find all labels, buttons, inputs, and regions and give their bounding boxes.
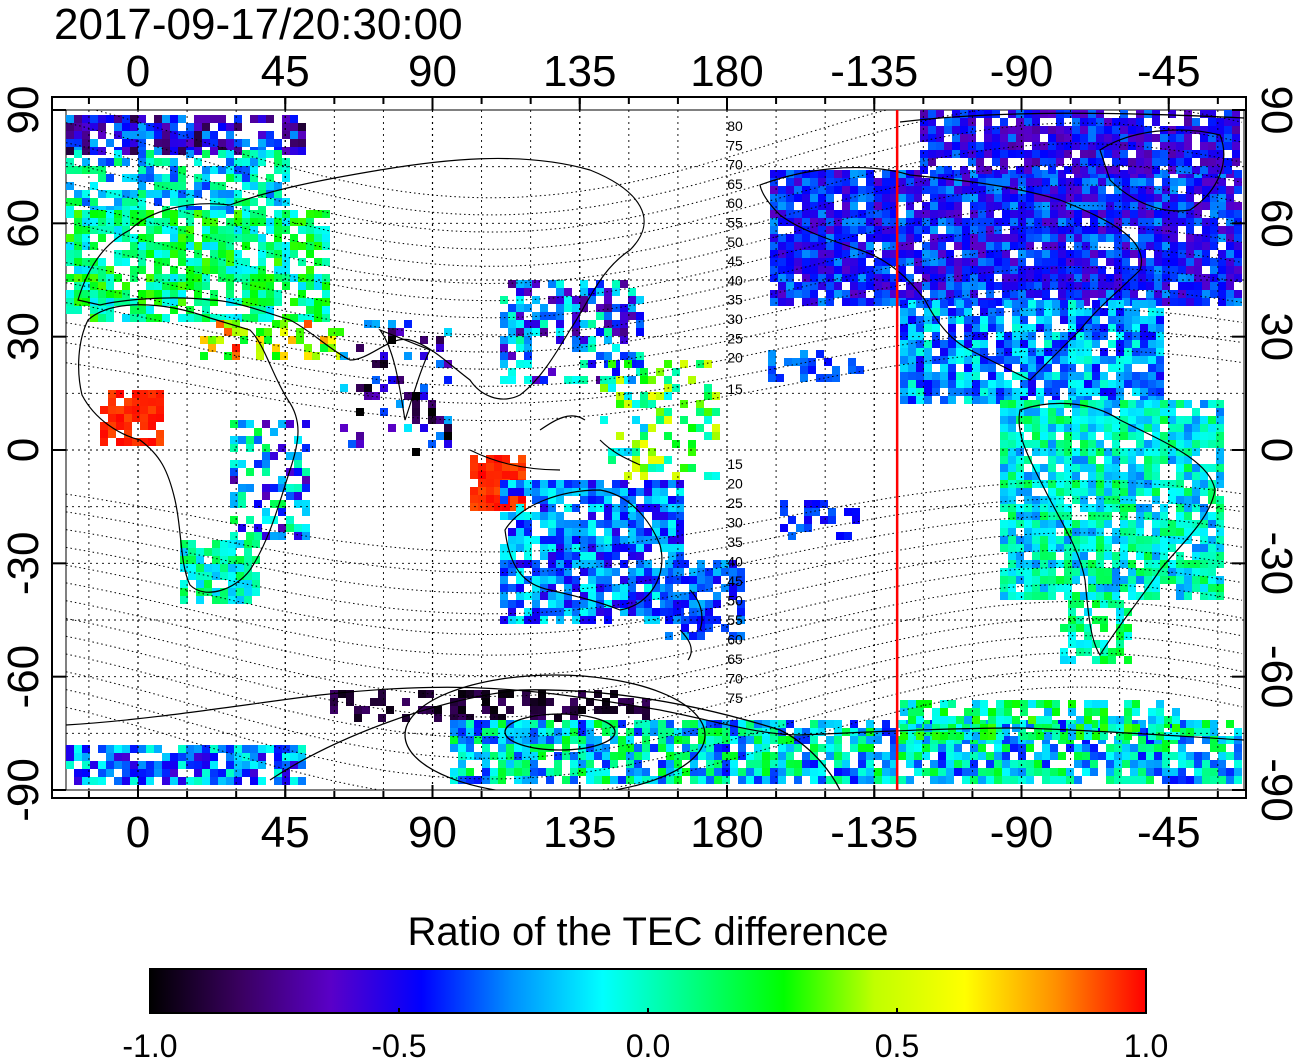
magnetic-latitude-contours (66, 110, 1243, 790)
colorbar (149, 968, 1147, 1014)
mlat-label-north: 45 (727, 253, 743, 269)
mlat-label-north: 40 (727, 272, 743, 288)
right-latitude-tick-label: 90 (1252, 86, 1296, 135)
tec-data-layer (66, 110, 1242, 785)
mlat-label-south: 60 (727, 632, 743, 648)
right-latitude-tick-label: -90 (1252, 758, 1296, 822)
top-longitude-tick-label: -135 (830, 47, 918, 96)
mlat-label-south: 65 (727, 651, 743, 667)
mlat-label-north: 35 (727, 292, 743, 308)
axis-ticks (52, 97, 1246, 798)
mlat-label-north: 55 (727, 215, 743, 231)
timestamp-title: 2017-09-17/20:30:00 (54, 0, 463, 49)
mlat-label-south: 40 (727, 554, 743, 570)
mlat-label-south: 20 (727, 476, 743, 492)
top-longitude-tick-label: 45 (261, 47, 310, 96)
left-latitude-tick-label: 60 (0, 199, 48, 248)
mlat-label-south: 50 (727, 593, 743, 609)
mlat-label-north: 70 (727, 157, 743, 173)
mlat-label-south: 15 (727, 456, 743, 472)
colorbar-ticks: -1.0 -0.5 0.0 0.5 1.0 (122, 1008, 1168, 1064)
top-longitude-tick-label: 135 (543, 47, 616, 96)
mlat-label-south: 75 (727, 690, 743, 706)
mlat-label-north: 50 (727, 234, 743, 250)
mlat-label-south: 25 (727, 495, 743, 511)
right-latitude-tick-label: 30 (1252, 312, 1296, 361)
mlat-label-south: 70 (727, 671, 743, 687)
bottom-longitude-tick-label: 0 (126, 808, 150, 857)
top-longitude-tick-label: 0 (126, 47, 150, 96)
top-longitude-tick-label: -90 (990, 47, 1054, 96)
mlat-label-south: 30 (727, 515, 743, 531)
bottom-longitude-tick-label: 180 (690, 808, 763, 857)
colorbar-tick-label: 0.0 (626, 1028, 670, 1064)
bottom-longitude-tick-label: 90 (408, 808, 457, 857)
colorbar-tick-label: 1.0 (1124, 1028, 1168, 1064)
magnetic-pole-contours (269, 112, 1244, 790)
mlat-label-north: 15 (727, 381, 743, 397)
colorbar-tick-label: -1.0 (122, 1028, 177, 1064)
mlat-label-south: 45 (727, 573, 743, 589)
mlat-label-north: 20 (727, 350, 743, 366)
left-latitude-tick-label: 0 (0, 438, 48, 462)
mlat-label-south: 35 (727, 534, 743, 550)
colorbar-tick-label: -0.5 (371, 1028, 426, 1064)
mlat-label-north: 30 (727, 311, 743, 327)
magnetic-latitude-labels: 80 75 70 65 60 55 50 45 40 35 30 25 20 15 15 20 25 30 35 40… (727, 118, 743, 706)
bottom-longitude-tick-label: -45 (1137, 808, 1201, 857)
coastline-layer (66, 129, 1244, 741)
bottom-longitude-tick-label: -90 (990, 808, 1054, 857)
right-latitude-tick-label: -30 (1252, 532, 1296, 596)
right-latitude-tick-label: -60 (1252, 645, 1296, 709)
right-latitude-tick-label: 60 (1252, 199, 1296, 248)
bottom-longitude-tick-label: 45 (261, 808, 310, 857)
axis-tick-labels: 0 0 45 45 90 90 135 135 180 180 -135 -135 -90 -90 -45 -… (0, 47, 1296, 857)
top-longitude-tick-label: 180 (690, 47, 763, 96)
top-longitude-tick-label: 90 (408, 47, 457, 96)
lat-lon-grid (66, 110, 1244, 790)
mlat-label-north: 75 (727, 137, 743, 153)
colorbar-tick-label: 0.5 (875, 1028, 919, 1064)
left-latitude-tick-label: 30 (0, 312, 48, 361)
left-latitude-tick-label: -90 (0, 758, 48, 822)
left-latitude-tick-label: 90 (0, 86, 48, 135)
colorbar-title: Ratio of the TEC difference (407, 910, 889, 954)
mlat-label-north: 60 (727, 195, 743, 211)
right-latitude-tick-label: 0 (1252, 438, 1296, 462)
mlat-label-south: 55 (727, 612, 743, 628)
left-latitude-tick-label: -30 (0, 532, 48, 596)
mlat-label-north: 80 (727, 118, 743, 134)
top-longitude-tick-label: -45 (1137, 47, 1201, 96)
left-latitude-tick-label: -60 (0, 645, 48, 709)
bottom-longitude-tick-label: -135 (830, 808, 918, 857)
mlat-label-north: 65 (727, 176, 743, 192)
mlat-label-north: 25 (727, 330, 743, 346)
bottom-longitude-tick-label: 135 (543, 808, 616, 857)
